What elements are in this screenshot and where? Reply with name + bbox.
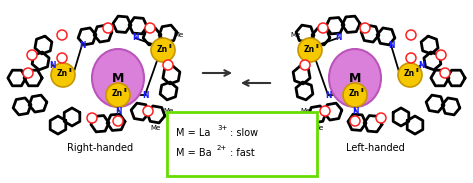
Text: Left-handed: Left-handed	[346, 143, 404, 153]
Text: Zn: Zn	[112, 89, 123, 98]
Text: II: II	[415, 68, 419, 74]
Text: II: II	[123, 89, 127, 94]
Text: 3+: 3+	[217, 125, 228, 131]
Text: II: II	[168, 44, 172, 48]
Text: II: II	[360, 89, 364, 94]
Text: M = La: M = La	[176, 128, 210, 138]
Text: M = Ba: M = Ba	[176, 148, 211, 158]
Circle shape	[343, 83, 367, 107]
Circle shape	[376, 113, 386, 123]
Text: Zn: Zn	[157, 44, 167, 53]
Text: N: N	[418, 61, 424, 70]
Circle shape	[113, 116, 123, 126]
Text: N: N	[352, 107, 358, 115]
Circle shape	[57, 53, 67, 63]
Circle shape	[350, 116, 360, 126]
Text: N: N	[335, 33, 341, 42]
Circle shape	[143, 106, 153, 116]
Circle shape	[360, 23, 370, 33]
Text: Right-handed: Right-handed	[67, 143, 133, 153]
Text: Me: Me	[313, 125, 323, 131]
Text: Me: Me	[163, 108, 173, 114]
Text: N: N	[325, 91, 331, 100]
Circle shape	[23, 68, 33, 78]
Text: N: N	[142, 91, 148, 100]
FancyBboxPatch shape	[167, 112, 317, 176]
Circle shape	[51, 63, 75, 87]
Circle shape	[87, 113, 97, 123]
Circle shape	[151, 38, 175, 62]
Text: Me: Me	[290, 32, 300, 38]
Text: N: N	[132, 33, 138, 42]
Text: 2+: 2+	[217, 145, 227, 151]
Circle shape	[145, 23, 155, 33]
Circle shape	[406, 30, 416, 40]
Circle shape	[298, 38, 322, 62]
Circle shape	[103, 23, 113, 33]
Circle shape	[106, 83, 130, 107]
Circle shape	[398, 63, 422, 87]
Text: Me: Me	[300, 108, 310, 114]
Circle shape	[300, 60, 310, 70]
Text: Zn: Zn	[349, 89, 359, 98]
Circle shape	[57, 30, 67, 40]
Text: : slow: : slow	[230, 128, 258, 138]
Circle shape	[318, 23, 328, 33]
Text: N: N	[388, 40, 394, 49]
Circle shape	[406, 53, 416, 63]
Text: M: M	[349, 72, 361, 85]
Text: Zn: Zn	[403, 70, 414, 79]
Text: : fast: : fast	[230, 148, 255, 158]
Text: Zn: Zn	[56, 70, 68, 79]
Text: N: N	[79, 40, 85, 49]
Text: Me: Me	[150, 125, 160, 131]
Ellipse shape	[92, 49, 144, 107]
Circle shape	[320, 106, 330, 116]
Text: M: M	[112, 72, 124, 85]
Text: Zn: Zn	[304, 44, 315, 53]
Circle shape	[436, 50, 446, 60]
Text: N: N	[115, 107, 121, 115]
Circle shape	[440, 68, 450, 78]
Ellipse shape	[329, 49, 381, 107]
Circle shape	[163, 60, 173, 70]
Circle shape	[27, 50, 37, 60]
Text: N: N	[49, 61, 55, 70]
Text: II: II	[68, 68, 72, 74]
Text: II: II	[315, 44, 319, 48]
Text: Me: Me	[173, 32, 183, 38]
